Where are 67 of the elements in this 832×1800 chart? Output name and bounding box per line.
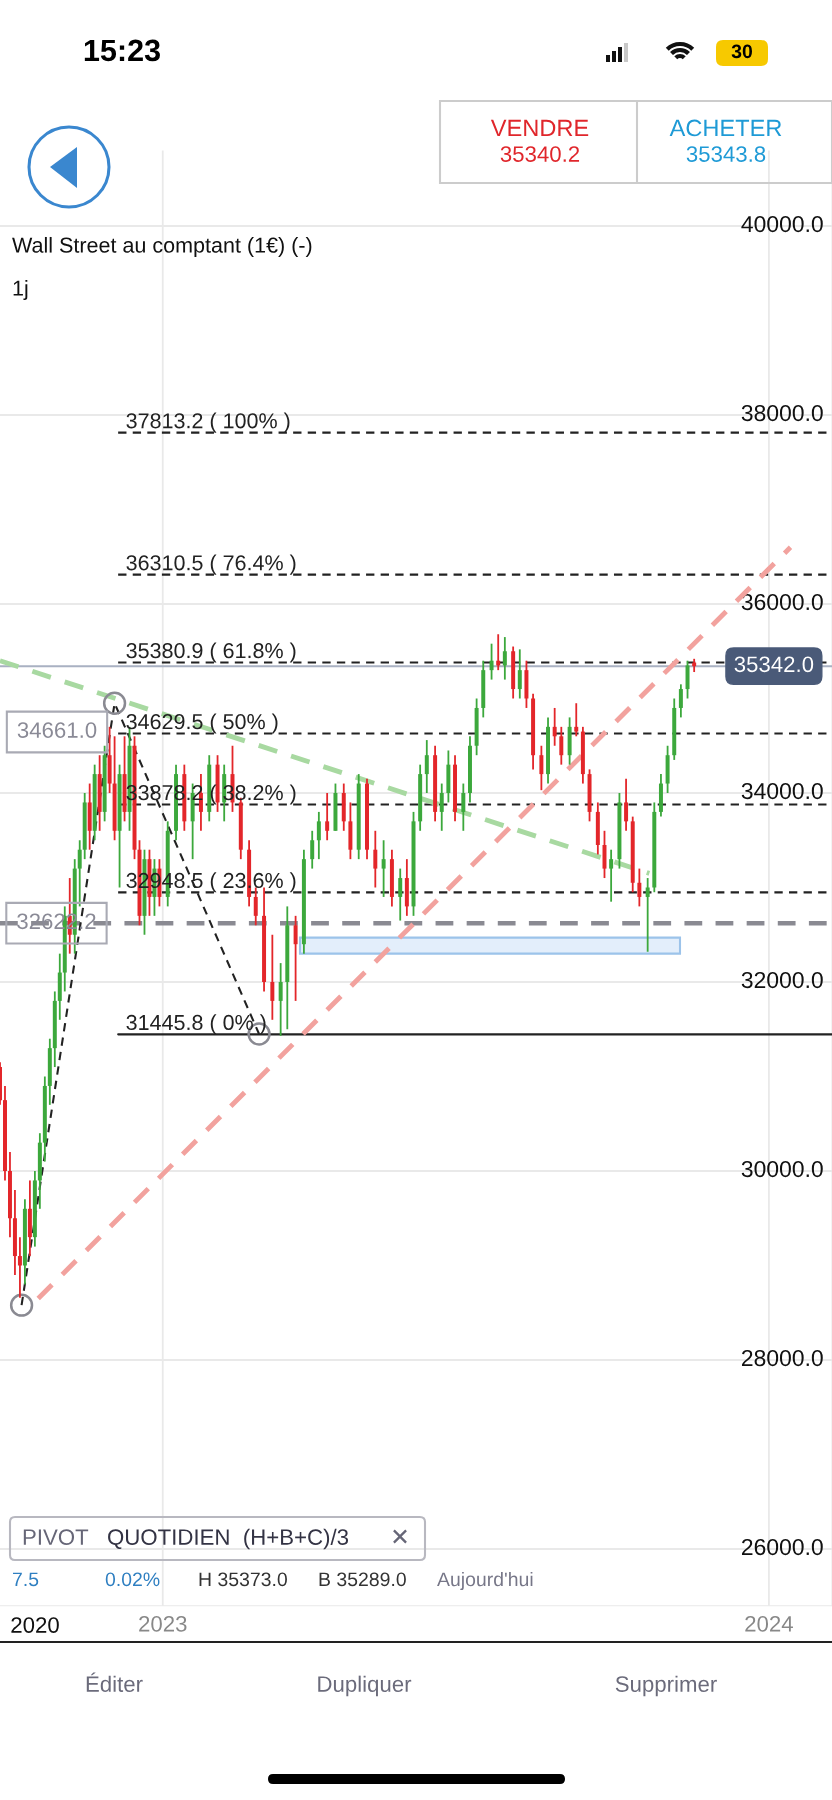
candlestick: [609, 848, 614, 903]
candlestick: [637, 867, 642, 908]
annotation: 35342.0: [734, 656, 814, 673]
ref-line-label: 36310.5 ( 76.4% ): [126, 554, 296, 575]
text: Dupliquer: [318, 1675, 412, 1697]
candlestick: [624, 777, 629, 832]
x-tick-label: 2023: [139, 1616, 187, 1632]
annotation: B 35289.0: [319, 1572, 406, 1587]
ref-line-label: 34629.5 ( 50% ): [126, 713, 278, 734]
annotation: H 35373.0: [199, 1572, 287, 1587]
annotation: PIVOT: [23, 1529, 89, 1545]
y-tick-label: 32000.0: [741, 971, 823, 989]
text: VENDRE: [490, 119, 589, 137]
annotation: ✕: [393, 1529, 407, 1544]
candlestick: [270, 933, 275, 1021]
candlestick: [381, 839, 386, 898]
annotation: 34661.0: [17, 722, 97, 738]
candlestick: [685, 659, 690, 700]
candlestick: [424, 739, 429, 794]
text: 15:23: [84, 39, 160, 62]
candlestick: [461, 782, 466, 832]
x-tick-label: 2024: [745, 1616, 793, 1632]
candlestick: [539, 744, 544, 792]
candlestick: [325, 792, 330, 842]
candlestick: [645, 877, 650, 953]
y-tick-label: 40000.0: [741, 215, 823, 233]
annotation: 0.02%: [105, 1572, 160, 1587]
candlestick: [373, 829, 378, 889]
annotation: Aujourd'hui: [437, 1571, 533, 1591]
y-tick-label: 34000.0: [741, 782, 823, 800]
candlestick: [439, 782, 444, 832]
annotation: QUOTIDIEN (H+B+C)/3: [108, 1528, 349, 1550]
text: Wall Street au comptant (1€) (-): [12, 236, 312, 258]
candlestick: [559, 725, 564, 766]
y-tick-label: 38000.0: [741, 404, 823, 422]
candlestick: [293, 914, 298, 1002]
candlestick: [278, 962, 283, 1037]
candlestick: [552, 707, 557, 747]
text: ACHETER: [669, 119, 782, 137]
annotation: 35343.8: [686, 146, 766, 162]
annotation: 7.5: [13, 1572, 39, 1587]
candlestick: [502, 636, 507, 681]
y-tick-label: 26000.0: [741, 1538, 823, 1556]
y-tick-label: 30000.0: [741, 1160, 823, 1178]
text: 2020: [11, 1617, 59, 1633]
text: Supprimer: [615, 1675, 717, 1697]
ref-line-label: 31445.8 ( 0% ): [126, 1014, 266, 1035]
point: [9, 1293, 34, 1317]
ref-line-label: 35380.9 ( 61.8% ): [126, 642, 296, 663]
text: 30: [731, 44, 753, 59]
candlestick: [316, 810, 321, 861]
text: 1j: [13, 279, 28, 301]
candlestick: [678, 683, 683, 719]
candlestick: [517, 648, 522, 700]
candlestick: [77, 839, 82, 908]
candlestick: [602, 829, 607, 879]
point: [102, 691, 127, 715]
annotation: 35340.2: [500, 146, 580, 162]
candlestick: [310, 829, 315, 870]
candlestick: [574, 702, 579, 738]
candlestick: [17, 1236, 22, 1299]
y-tick-label: 28000.0: [741, 1349, 823, 1367]
candlestick: [489, 642, 494, 681]
y-tick-label: 36000.0: [741, 593, 823, 611]
text: Éditer: [86, 1672, 143, 1692]
candlestick: [253, 886, 258, 927]
candlestick: [398, 867, 403, 922]
